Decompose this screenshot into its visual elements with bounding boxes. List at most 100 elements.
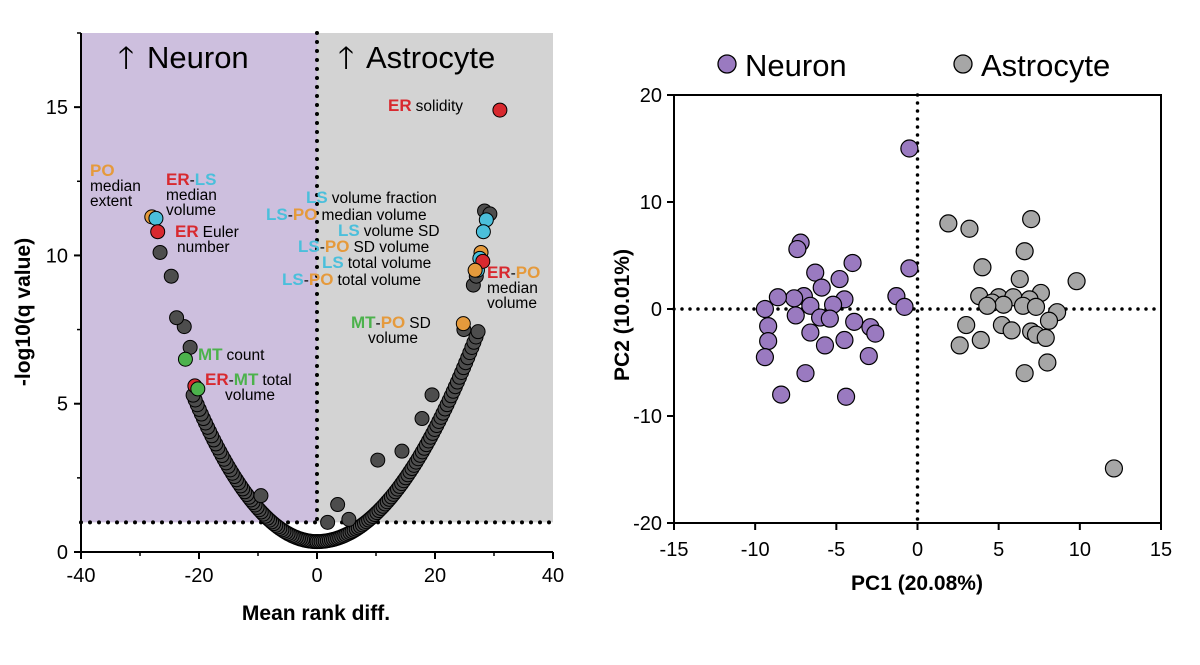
pca-axes: -15 -10 -5 0 5 10 15 -20 -10 0 10 20 [633, 85, 1172, 561]
x-tick-label: -5 [827, 539, 845, 561]
x-tick-label: 40 [542, 565, 564, 587]
annotation-text: volume [166, 202, 216, 219]
volcano-point-highlighted [148, 210, 164, 226]
annotation-text: PO [90, 161, 115, 180]
annotation-text: - [304, 272, 309, 289]
annotation-text: - [376, 315, 381, 332]
annotation-text: LS [195, 170, 217, 189]
annotation-text: volume [225, 387, 275, 404]
annotation-text: total volume [337, 272, 421, 289]
volcano-point-highlighted [177, 351, 193, 367]
neuron-region-header: 🡑 Neuron [118, 40, 249, 75]
legend-label-neuron: Neuron [745, 48, 847, 83]
volcano-point-highlighted [455, 316, 471, 332]
pca-point-neuron [895, 297, 914, 316]
annotation-text: PO [309, 270, 334, 289]
annotation-text: LS [266, 205, 288, 224]
pca-point-astrocyte [1026, 297, 1046, 316]
annotation-po-median-extent: PO median extent [90, 161, 141, 210]
annotation-text: LS [282, 270, 304, 289]
x-tick-label: 0 [912, 539, 923, 561]
volcano-x-axis-label: Mean rank diff. [242, 602, 390, 625]
pca-point-astrocyte [973, 258, 992, 277]
annotation-text: count [227, 347, 266, 364]
pca-point-astrocyte [978, 296, 997, 315]
annotation-ls-volume-sd: LS volume SD [338, 221, 440, 240]
volcano-point [320, 514, 336, 530]
y-tick-label: 5 [57, 394, 68, 416]
legend-item-astrocyte: Astrocyte [953, 48, 1110, 83]
annotation-text: LS [338, 221, 360, 240]
pca-x-axis-label: PC1 (20.08%) [851, 572, 983, 595]
pca-point-astrocyte [960, 219, 979, 238]
pca-point-neuron [796, 364, 815, 383]
legend-label-astrocyte: Astrocyte [981, 48, 1110, 83]
pca-point-neuron [900, 259, 919, 278]
x-tick-label: 0 [311, 565, 322, 587]
volcano-y-axis-label: -log10(q value) [12, 238, 35, 386]
volcano-point-highlighted [190, 381, 206, 397]
pca-point-astrocyte [1067, 272, 1086, 291]
volcano-point [169, 310, 185, 326]
annotation-ls-po-median-volume: LS-PO median volume [266, 205, 427, 224]
pca-point-neuron [801, 296, 820, 315]
annotation-text: ER [487, 263, 511, 282]
volcano-point [152, 244, 168, 260]
annotation-text: total volume [348, 255, 432, 272]
annotation-text: ER [166, 170, 190, 189]
pca-point-neuron [788, 239, 807, 259]
x-tick-label: -40 [67, 565, 96, 587]
annotation-text: ER [175, 222, 199, 241]
annotation-text: ER [388, 96, 412, 115]
volcano-point-highlighted [150, 224, 166, 240]
volcano-point [341, 511, 357, 527]
pca-point-neuron [900, 139, 919, 158]
annotation-ls-po-total-volume: LS-PO total volume [282, 270, 421, 289]
up-arrow-icon: 🡑 [338, 40, 354, 75]
annotation-mt-po-sd-volume: MT-PO SD volume [351, 313, 431, 347]
pca-point-neuron [866, 324, 885, 343]
annotation-text: MT [351, 313, 376, 332]
annotation-text: - [511, 265, 516, 282]
annotation-ls-total-volume: LS total volume [322, 253, 431, 272]
annotation-text: ER [205, 370, 229, 389]
annotation-text: MT [234, 370, 259, 389]
legend-item-neuron: Neuron [717, 48, 847, 83]
pca-point-neuron [785, 289, 804, 308]
annotation-text: MT [198, 345, 223, 364]
annotation-text: LS [306, 188, 328, 207]
volcano-point [424, 387, 440, 403]
annotation-ls-po-sd-volume: LS-PO SD volume [298, 237, 429, 256]
annotation-mt-count: MT count [198, 345, 265, 364]
neuron-region-background [81, 33, 317, 523]
pca-point-neuron [768, 288, 787, 307]
pca-point-neuron [806, 263, 825, 282]
annotation-er-euler-number: ER Euler number [175, 222, 239, 256]
pca-point-neuron [845, 312, 864, 331]
annotation-text: volume fraction [332, 190, 437, 207]
annotation-text: LS [322, 253, 344, 272]
pca-point-neuron [786, 306, 805, 325]
y-tick-label: 15 [46, 97, 68, 119]
annotation-er-po-median-volume: ER-PO median volume [487, 263, 540, 312]
annotation-er-solidity: ER solidity [388, 96, 463, 115]
annotation-text: extent [90, 193, 133, 210]
volcano-region-headers: 🡑 Neuron 🡑 Astrocyte [118, 40, 495, 75]
volcano-point-highlighted [467, 262, 483, 278]
y-tick-label: 10 [640, 192, 662, 214]
pca-point-neuron [812, 278, 831, 297]
volcano-point [330, 497, 346, 513]
pca-plot: Neuron Astrocyte -15 -10 -5 0 5 10 15 -20 -10 0 10… [611, 48, 1172, 595]
pca-point-neuron [820, 309, 839, 328]
annotation-ls-volume-fraction: LS volume fraction [306, 188, 437, 207]
x-tick-label: 5 [993, 539, 1004, 561]
pca-point-neuron [772, 385, 791, 404]
pca-point-astrocyte [1104, 459, 1124, 478]
pca-zero-lines [672, 93, 1163, 525]
pca-point-astrocyte [950, 336, 969, 355]
x-tick-label: 20 [424, 565, 446, 587]
annotation-text: median volume [321, 207, 426, 224]
